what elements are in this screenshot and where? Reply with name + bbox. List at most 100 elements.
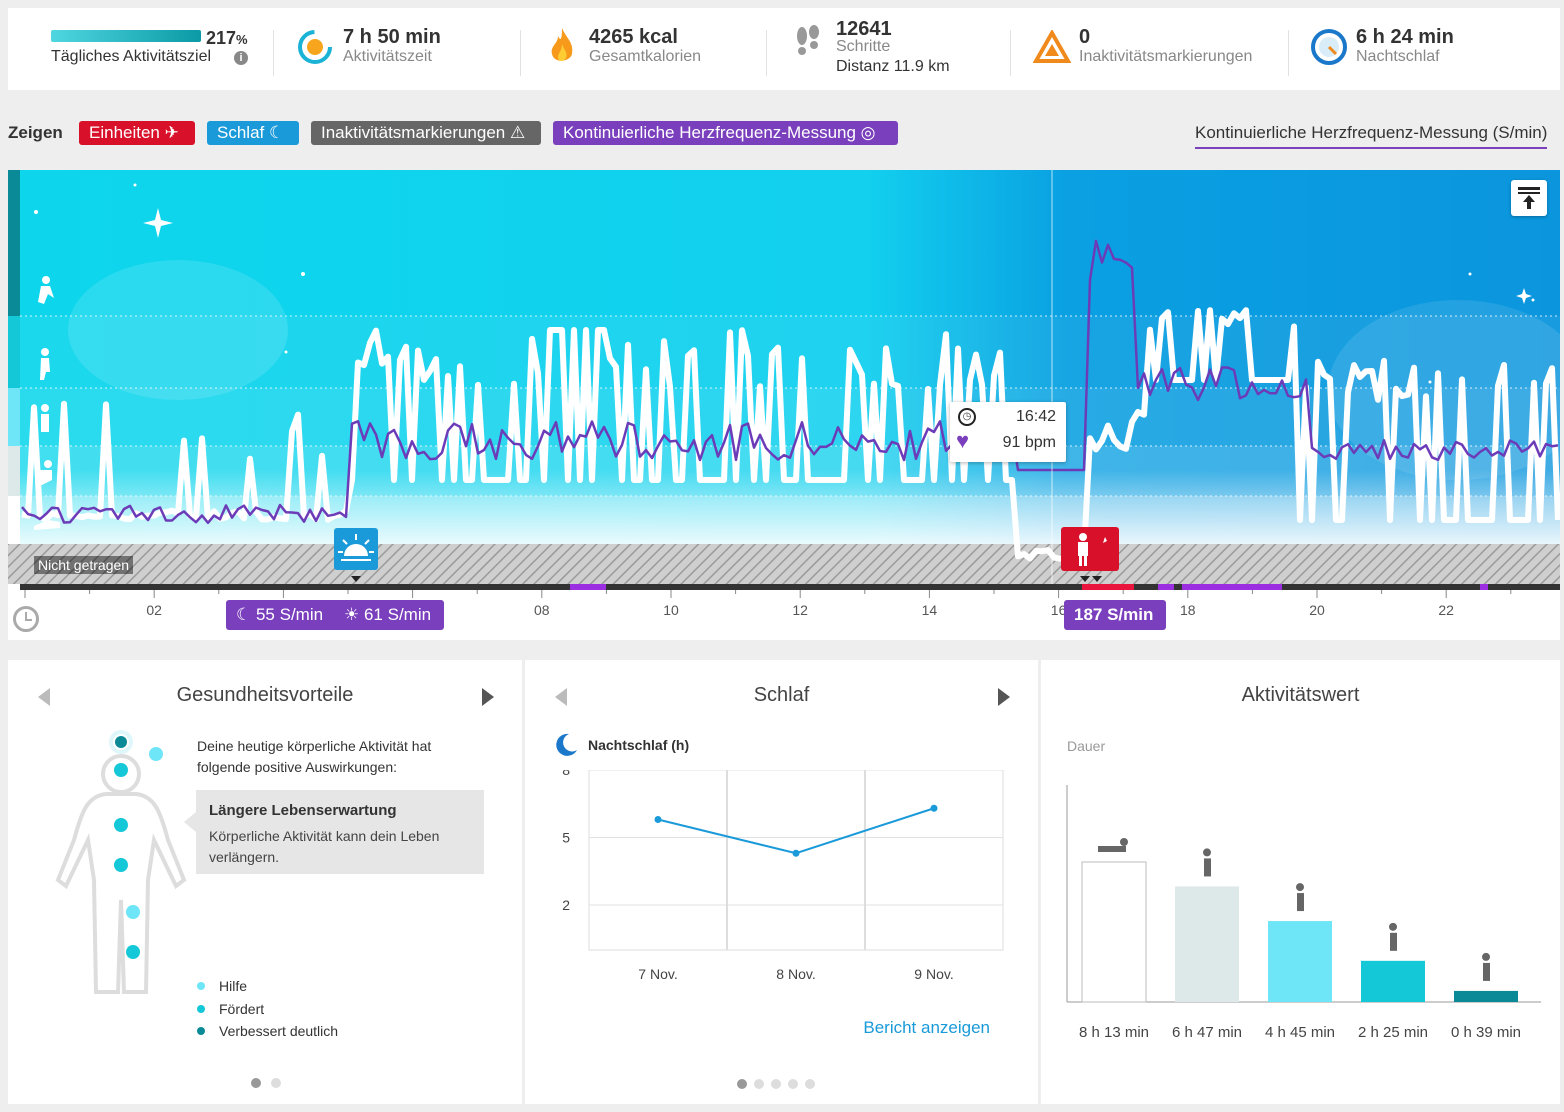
heart-rate-dropdown[interactable]: Kontinuierliche Herzfrequenz-Messung (S/… bbox=[1195, 123, 1548, 149]
heart-rate-line bbox=[21, 239, 1559, 525]
pager-dot[interactable] bbox=[805, 1079, 815, 1089]
activity-bar-chart[interactable] bbox=[1041, 780, 1560, 1010]
moon-icon: ☾ bbox=[236, 605, 256, 624]
pager-dot-active[interactable] bbox=[737, 1079, 747, 1089]
health-panel-title: Gesundheitsvorteile bbox=[176, 684, 354, 706]
flame-icon bbox=[551, 28, 573, 61]
sleep-line-chart[interactable]: 8 5 2 7 Nov. 8 Nov. 9 Nov. bbox=[525, 770, 1038, 980]
posture-icon bbox=[1389, 922, 1397, 951]
activity-bar-label: 0 h 39 min bbox=[1450, 1024, 1522, 1041]
moon-icon bbox=[556, 733, 577, 756]
hour-label: 12 bbox=[792, 602, 808, 618]
prev-arrow-icon[interactable] bbox=[38, 688, 50, 706]
activity-time-label: Aktivitätszeit bbox=[343, 48, 432, 65]
benefit-box: Längere Lebenserwartung Körperliche Akti… bbox=[184, 790, 484, 874]
hour-label: 18 bbox=[1180, 602, 1196, 618]
legend-dot-improve bbox=[197, 1027, 205, 1035]
report-link[interactable]: Bericht anzeigen bbox=[863, 1018, 990, 1037]
health-benefits-panel: Gesundheitsvorteile Deine heutige körper… bbox=[8, 660, 522, 1104]
sleep-chart-title: Nachtschlaf (h) bbox=[588, 737, 690, 753]
sleep-data-point[interactable] bbox=[792, 849, 800, 857]
sleep-panel-title: Schlaf bbox=[753, 684, 810, 706]
tooltip-bpm: 91 bpm bbox=[1002, 434, 1056, 451]
sleep-ytick-label: 2 bbox=[562, 897, 570, 913]
not-worn-label: Nicht getragen bbox=[34, 556, 134, 574]
upload-icon bbox=[1518, 187, 1540, 209]
legend-help: Hilfe bbox=[219, 978, 248, 994]
hr-badge-sleep-low[interactable]: ☾ 55 S/min bbox=[226, 600, 344, 630]
benefit-text: Körperliche Aktivität kann dein Leben ve… bbox=[209, 828, 440, 865]
export-button[interactable] bbox=[1511, 180, 1547, 216]
pager-dot[interactable] bbox=[271, 1078, 281, 1088]
hour-label: 16 bbox=[1050, 602, 1067, 618]
hour-label: 10 bbox=[663, 602, 679, 618]
pager-dot[interactable] bbox=[754, 1079, 764, 1089]
filter-chip-sleep[interactable]: Schlaf ☾ bbox=[207, 121, 299, 145]
activity-time-icon bbox=[298, 30, 332, 64]
sleep-clock-icon bbox=[1311, 29, 1347, 65]
night-sleep-label: Nachtschlaf bbox=[1356, 48, 1440, 65]
sunrise-marker[interactable] bbox=[334, 528, 378, 570]
inactivity-icon: ⚠ bbox=[510, 123, 526, 142]
activity-bar[interactable] bbox=[1268, 921, 1332, 1002]
pager-dot[interactable] bbox=[771, 1079, 781, 1089]
hr-badge-wake[interactable]: ☀ 61 S/min bbox=[334, 600, 444, 630]
legend-dot-help bbox=[197, 982, 205, 990]
calories-value: 4265 kcal bbox=[589, 26, 678, 48]
activity-timeline-chart[interactable]: 02 08 10 12 14 16 18 20 22 Nicht getragen ◷ 16:4… bbox=[8, 170, 1560, 640]
legend-dot-promote bbox=[197, 1005, 205, 1013]
stats-bar: 217% Tägliches Aktivitätsziel i 7 h 50 m… bbox=[8, 8, 1560, 90]
pager-dot[interactable] bbox=[788, 1079, 798, 1089]
filter-chip-heart-rate[interactable]: Kontinuierliche Herzfrequenz-Messung ◎ bbox=[553, 121, 898, 145]
distance-label: Distanz 11.9 km bbox=[836, 58, 950, 75]
inactivity-triangle-icon bbox=[1033, 30, 1071, 63]
heart-rate-icon: ◎ bbox=[860, 123, 876, 142]
heart-icon: ♥ bbox=[956, 428, 970, 453]
workout-marker[interactable] bbox=[1061, 527, 1119, 571]
sleep-ytick-label: 8 bbox=[562, 770, 570, 778]
activity-bar[interactable] bbox=[1454, 990, 1518, 1002]
activity-bar[interactable] bbox=[1361, 960, 1425, 1002]
benefit-title: Längere Lebenserwartung bbox=[209, 802, 397, 819]
inactivity-value: 0 bbox=[1079, 26, 1091, 48]
next-arrow-icon[interactable] bbox=[482, 688, 494, 706]
running-icon: ✈ bbox=[164, 123, 179, 142]
footprints-icon bbox=[797, 25, 819, 55]
activity-bar[interactable] bbox=[1081, 861, 1147, 1003]
posture-icon bbox=[1296, 883, 1304, 912]
hour-label: 02 bbox=[146, 602, 162, 618]
sleep-data-point[interactable] bbox=[930, 804, 938, 812]
inactivity-label: Inaktivitätsmarkierungen bbox=[1079, 48, 1253, 65]
sleep-xtick-label: 8 Nov. bbox=[776, 966, 815, 980]
steps-value: 12641 bbox=[836, 18, 892, 40]
info-icon[interactable]: i bbox=[234, 51, 248, 65]
moon-icon: ☾ bbox=[268, 123, 285, 142]
next-arrow-icon[interactable] bbox=[998, 688, 1010, 706]
sunrise-icon bbox=[338, 534, 374, 561]
filter-chip-units[interactable]: Einheiten ✈ bbox=[79, 121, 195, 145]
activity-value-panel: Aktivitätswert Dauer 8 h 13 min 6 h 47 mi… bbox=[1041, 660, 1560, 1104]
hour-label: 14 bbox=[921, 602, 938, 618]
pager-dot-active[interactable] bbox=[251, 1078, 261, 1088]
body-figure-icon bbox=[55, 730, 187, 994]
hr-badge-max[interactable]: 187 S/min bbox=[1064, 600, 1166, 630]
activity-intensity-line bbox=[21, 307, 1560, 562]
sleep-xtick-label: 9 Nov. bbox=[914, 966, 953, 980]
activity-time-value: 7 h 50 min bbox=[343, 26, 441, 48]
heart-rate-tooltip: ◷ 16:42 ♥ 91 bpm bbox=[950, 402, 1066, 462]
night-sleep-value: 6 h 24 min bbox=[1356, 26, 1454, 48]
sun-icon: ☀ bbox=[344, 605, 364, 624]
sleep-series-line bbox=[657, 807, 935, 855]
sleep-panel: Schlaf Nachtschlaf (h) 8 5 2 7 Nov. 8 Nov. 9 … bbox=[525, 660, 1038, 1104]
legend-improve: Verbessert deutlich bbox=[219, 1023, 339, 1039]
filter-chip-inactivity[interactable]: Inaktivitätsmarkierungen ⚠ bbox=[311, 121, 541, 145]
steps-label: Schritte bbox=[836, 38, 891, 55]
activity-bar-label: 6 h 47 min bbox=[1171, 1024, 1243, 1041]
prev-arrow-icon[interactable] bbox=[555, 688, 567, 706]
posture-icon bbox=[1203, 848, 1211, 877]
activity-panel-title: Aktivitätswert bbox=[1241, 684, 1360, 706]
activity-bar[interactable] bbox=[1175, 886, 1239, 1002]
sleep-data-point[interactable] bbox=[654, 816, 662, 823]
hour-label: 20 bbox=[1309, 602, 1325, 618]
legend-promote: Fördert bbox=[219, 1001, 265, 1017]
